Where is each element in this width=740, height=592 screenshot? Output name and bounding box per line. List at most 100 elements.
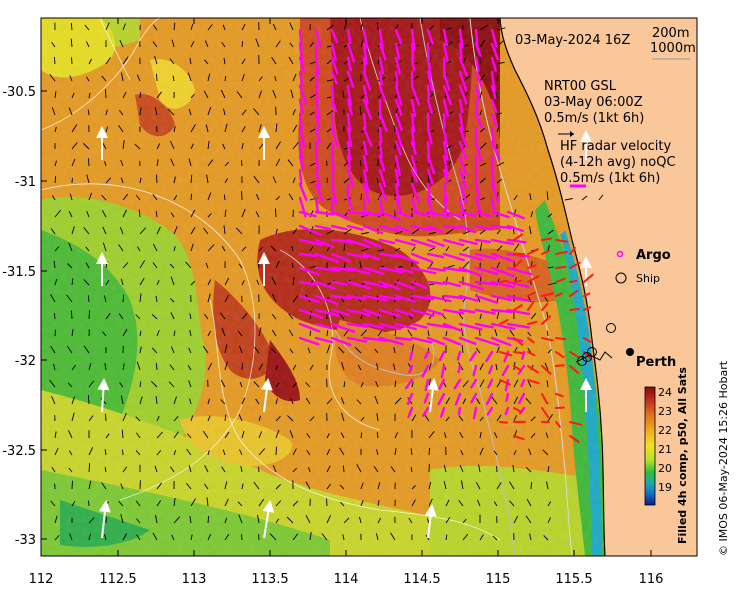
radar-vector [362,112,367,129]
model-vector [139,227,147,235]
model-vector [54,160,57,167]
radar-vector [458,294,479,302]
model-vector [173,226,178,235]
radar-vector [362,168,370,191]
argo-marker-icon [616,250,624,258]
model-vector [224,277,230,286]
model-vector [527,331,532,337]
model-vector [122,466,128,473]
model-vector [390,532,396,541]
model-vector [377,58,380,65]
model-vector [220,399,226,405]
model-vector [122,328,128,337]
radar-vector [474,252,498,260]
rottnest-outline [575,351,613,363]
model-vector [122,533,127,541]
model-vector [51,396,56,405]
model-vector [138,209,141,218]
model-vector [122,294,125,303]
model-vector [68,430,73,439]
model-vector [135,450,141,456]
model-vector [462,380,469,388]
model-vector [410,466,413,473]
model-vector [407,329,413,337]
radar-coastal-vector [527,264,537,269]
model-vector [479,379,485,388]
model-vector [460,480,464,490]
model-vector [478,464,481,473]
model-vector [83,345,90,354]
model-vector [122,140,125,150]
radar-vector [362,56,367,73]
model-vector [101,194,107,201]
model-vector [119,110,124,116]
model-vector [359,516,362,524]
model-vector [496,229,501,235]
model-vector [496,414,502,422]
model-vector [238,263,243,269]
radar-vector [378,154,386,172]
model-vector [337,346,345,354]
model-vector [272,23,277,31]
model-vector [71,364,76,371]
radar-vector [378,266,404,274]
model-vector [496,262,501,269]
radar-vector [314,98,321,120]
model-vector [189,313,192,320]
radar-vector [298,266,320,276]
model-vector [445,499,450,507]
model-vector [119,226,124,235]
model-vector [238,514,243,524]
radar-vector [330,280,349,286]
model-vector [152,243,158,252]
model-vector [54,209,62,218]
model-vector [547,213,553,218]
model-vector [374,348,379,354]
model-vector [394,380,397,388]
radar-vector [474,224,493,231]
model-vector [190,498,196,507]
radar-vector [456,350,462,361]
perth-marker-icon [626,348,634,356]
model-vector [290,398,294,405]
y-tick-label: -31 [15,175,36,190]
radar-coastal-vector [513,304,523,311]
radar-vector [406,392,414,406]
model-vector [428,362,432,371]
model-vector [120,159,124,167]
radar-vector [314,126,321,144]
model-vector [275,518,280,524]
radar-vector [409,350,414,361]
model-vector [443,481,447,490]
model-vector [105,177,112,184]
radar-coastal-vector [541,302,549,311]
radar-vector [404,378,414,390]
model-vector [52,195,56,201]
y-tick-label: -32 [15,354,36,369]
radar-coastal-vector [513,279,522,283]
model-vector [86,174,90,184]
model-vector [479,534,484,541]
hf-radar-subtitle: (4-12h avg) noQC [560,155,676,170]
model-vector [69,193,73,201]
radar-vector [314,84,320,103]
model-vector [513,515,519,524]
radar-vector [362,294,389,302]
model-vector [292,364,297,371]
model-vector [462,261,470,269]
radar-vector [490,224,512,230]
model-vector [186,482,192,490]
coastline [499,18,606,556]
model-vector [170,466,175,473]
radar-vector [442,238,465,247]
model-vector [139,177,142,184]
model-vector [326,79,334,82]
model-vector [155,211,158,218]
radar-vector [378,336,405,346]
model-vector [292,295,299,303]
model-vector [360,248,369,252]
model-vector [173,126,176,133]
model-vector [169,58,175,65]
model-vector [356,399,362,405]
radar-vector [474,294,499,304]
